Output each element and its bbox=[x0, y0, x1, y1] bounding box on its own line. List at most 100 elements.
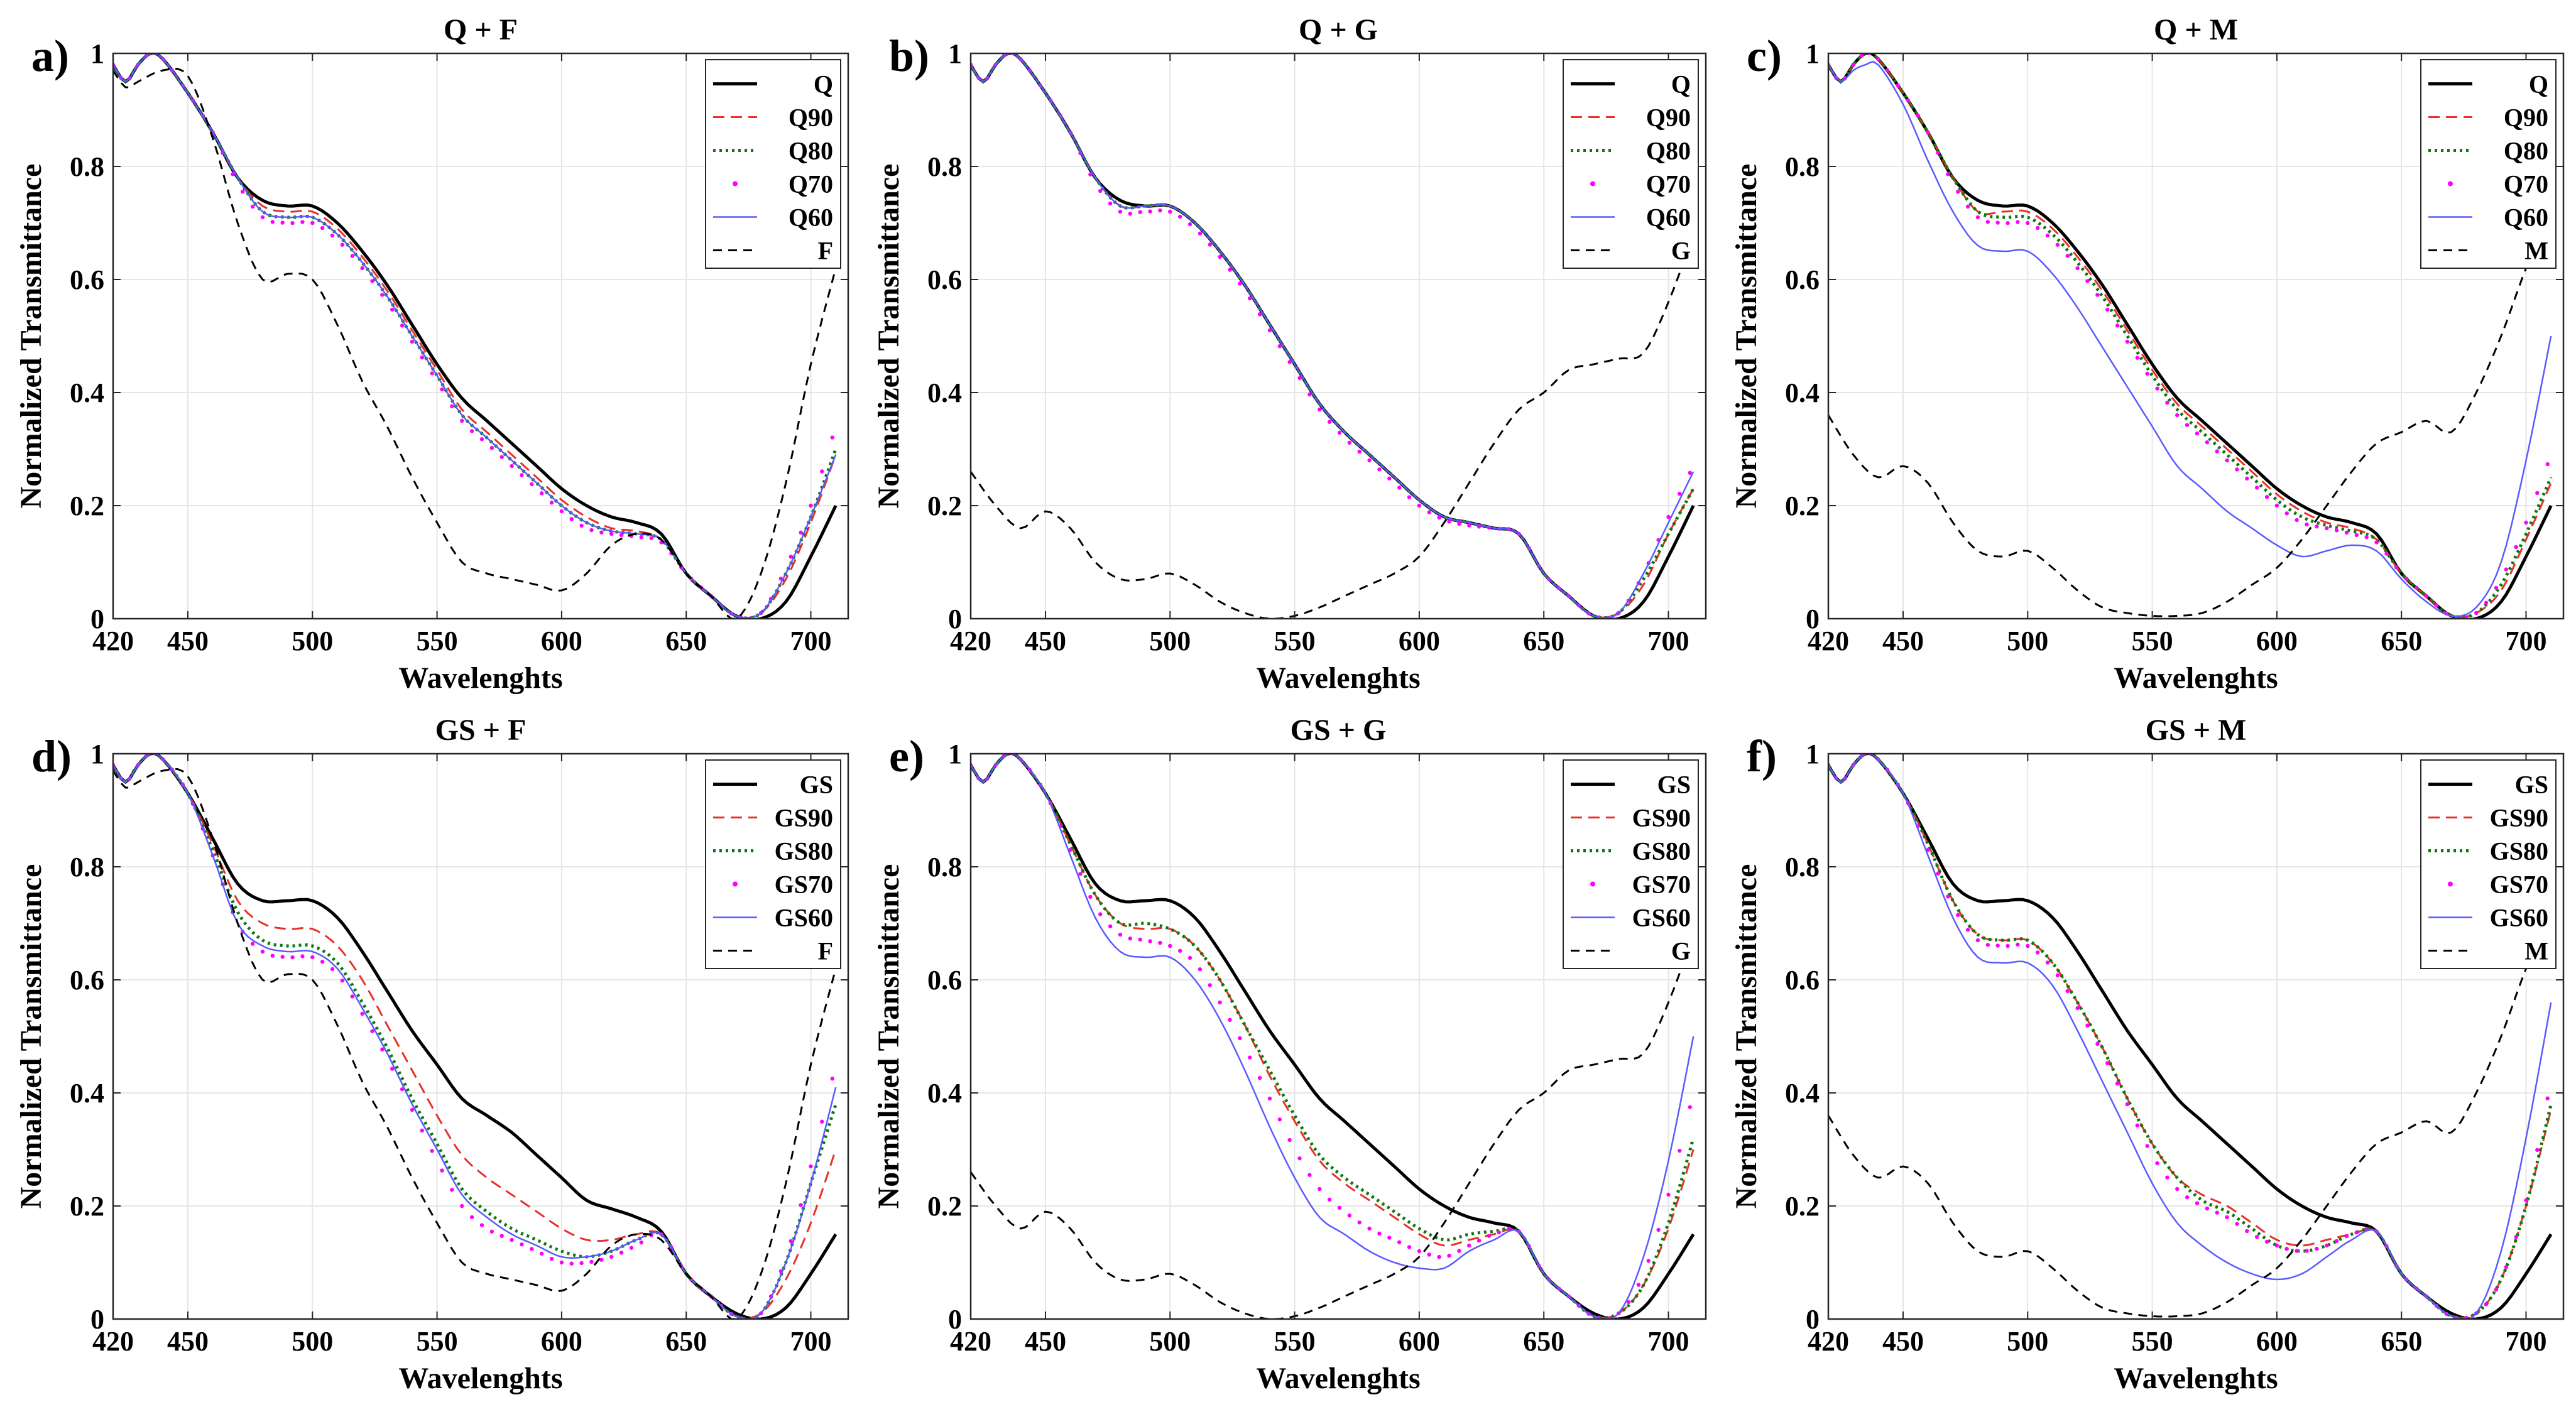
legend-label: Q60 bbox=[2504, 204, 2548, 232]
data-point bbox=[1876, 57, 1880, 62]
data-point bbox=[280, 220, 285, 225]
y-tick-label: 0 bbox=[948, 1304, 962, 1335]
data-point bbox=[589, 1259, 594, 1264]
legend-label: F bbox=[818, 237, 833, 265]
data-point bbox=[2075, 1006, 2080, 1011]
data-point bbox=[320, 225, 325, 231]
data-point bbox=[2045, 233, 2050, 238]
data-point bbox=[290, 955, 295, 960]
data-point bbox=[2545, 462, 2550, 467]
legend-label: GS80 bbox=[1632, 837, 1691, 866]
data-point bbox=[2535, 491, 2540, 496]
data-point bbox=[639, 535, 644, 540]
y-tick-label: 0.4 bbox=[1785, 377, 1820, 408]
legend-item: Q60 bbox=[1571, 204, 1691, 232]
legend-item: GS80 bbox=[2428, 837, 2548, 866]
legend: GS GS90 GS80 GS70 GS60 M bbox=[2420, 759, 2557, 969]
x-tick-label: 650 bbox=[2381, 626, 2422, 656]
legend-item: GS90 bbox=[1571, 804, 1691, 832]
data-point bbox=[2055, 973, 2060, 977]
y-tick-label: 1 bbox=[948, 38, 962, 69]
data-point bbox=[579, 1261, 584, 1266]
x-axis-label: Wavelenghts bbox=[398, 1362, 562, 1395]
data-point bbox=[260, 949, 265, 954]
x-tick-label: 700 bbox=[2506, 1326, 2547, 1357]
legend-box bbox=[1563, 759, 1699, 969]
data-point bbox=[460, 1203, 464, 1208]
data-point bbox=[1636, 1283, 1641, 1287]
y-axis-label: Normalized Transmittance bbox=[1730, 864, 1763, 1209]
data-point bbox=[1267, 328, 1272, 333]
data-point bbox=[2524, 1198, 2528, 1203]
data-point bbox=[1218, 254, 1222, 259]
data-point bbox=[530, 482, 534, 486]
data-point bbox=[1297, 1156, 1302, 1161]
data-point bbox=[350, 994, 354, 999]
grid bbox=[971, 754, 1706, 1319]
legend-item: Q80 bbox=[2428, 137, 2548, 165]
data-point bbox=[1347, 440, 1352, 445]
data-point bbox=[2006, 943, 2010, 948]
data-point bbox=[2225, 1215, 2229, 1220]
legend: Q Q90 Q80 Q70 Q60 M bbox=[2420, 59, 2557, 269]
y-tick-label: 0.4 bbox=[70, 377, 104, 408]
legend-label: Q80 bbox=[2504, 137, 2548, 165]
data-point bbox=[2354, 1230, 2359, 1235]
y-tick-label: 0 bbox=[1806, 604, 1820, 634]
x-tick-label: 500 bbox=[1149, 626, 1191, 656]
data-point bbox=[2185, 423, 2190, 427]
data-point bbox=[2115, 1081, 2120, 1086]
y-tick-label: 0 bbox=[948, 604, 962, 634]
data-point bbox=[1238, 1036, 1242, 1041]
x-tick-label: 700 bbox=[2506, 626, 2547, 656]
data-point bbox=[310, 220, 315, 225]
data-point bbox=[2494, 585, 2499, 590]
data-point bbox=[2026, 943, 2030, 948]
data-point bbox=[450, 1188, 454, 1192]
data-point bbox=[320, 959, 325, 964]
series-line-q80 bbox=[1828, 53, 2553, 619]
data-point bbox=[2125, 339, 2130, 344]
data-point bbox=[1916, 113, 1920, 118]
data-point bbox=[2305, 1249, 2309, 1253]
y-tick-label: 0.2 bbox=[1785, 491, 1820, 521]
data-point bbox=[1168, 943, 1172, 948]
data-point bbox=[370, 279, 374, 283]
legend-label: G bbox=[1671, 237, 1691, 265]
data-point bbox=[370, 1029, 374, 1033]
data-point bbox=[2315, 1246, 2319, 1251]
data-point bbox=[2414, 585, 2419, 590]
data-point bbox=[1168, 209, 1172, 214]
x-tick-label: 450 bbox=[1025, 626, 1066, 656]
legend-item: Q80 bbox=[1571, 137, 1691, 165]
y-tick-label: 0 bbox=[90, 604, 104, 634]
legend-item: Q90 bbox=[2428, 104, 2548, 132]
y-tick-label: 0.8 bbox=[70, 852, 104, 882]
legend-item: F bbox=[713, 937, 833, 965]
data-point bbox=[1936, 151, 1940, 155]
data-point bbox=[649, 536, 653, 540]
data-point bbox=[270, 953, 275, 958]
chart-panel-4: 420 450 500 550 600 650 700 0 0.2 0.4 0.6 0.8 1 GS + … bbox=[14, 714, 849, 1395]
y-tick-label: 0.2 bbox=[1785, 1191, 1820, 1222]
x-tick-label: 550 bbox=[1274, 626, 1316, 656]
legend-swatch bbox=[733, 881, 738, 887]
chart-panel-2: 420 450 500 550 600 650 700 0 0.2 0.4 0.6 0.8 1 Q + G… bbox=[872, 13, 1707, 695]
y-tick-label: 1 bbox=[1806, 739, 1820, 769]
data-point bbox=[1985, 943, 1990, 947]
data-point bbox=[1148, 939, 1152, 943]
legend-label: G bbox=[1671, 937, 1691, 965]
y-tick-label: 1 bbox=[90, 38, 104, 69]
data-point bbox=[1327, 420, 1332, 424]
data-point bbox=[2344, 1234, 2349, 1239]
data-point bbox=[2334, 528, 2339, 533]
data-point bbox=[2135, 356, 2139, 360]
data-point bbox=[1906, 98, 1911, 102]
data-point bbox=[1158, 208, 1162, 213]
data-point bbox=[2474, 611, 2479, 616]
data-point bbox=[250, 204, 255, 209]
data-point bbox=[2195, 1201, 2200, 1205]
data-point bbox=[489, 446, 494, 450]
y-tick-label: 0.8 bbox=[1785, 151, 1820, 182]
